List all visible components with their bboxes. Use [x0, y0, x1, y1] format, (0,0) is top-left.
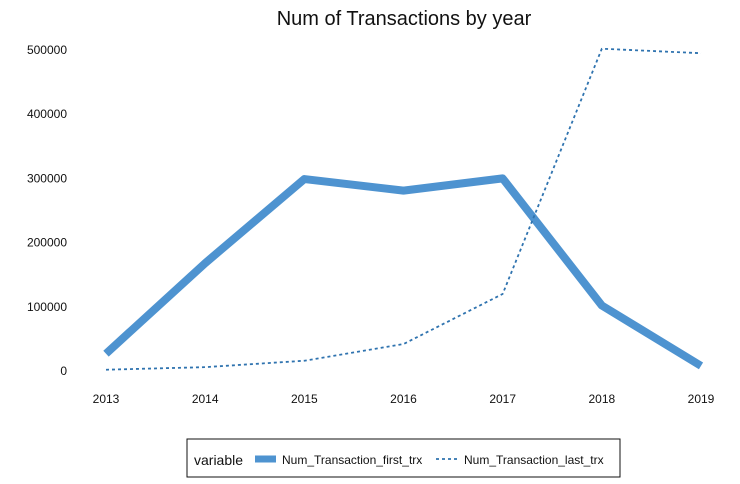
y-axis: 0 100000 200000 300000 400000 500000 — [27, 43, 67, 378]
legend: variable Num_Transaction_first_trx Num_T… — [186, 438, 621, 478]
y-tick-label: 300000 — [27, 171, 67, 185]
x-tick-label: 2015 — [291, 392, 318, 406]
y-tick-label: 500000 — [27, 43, 67, 57]
chart-title: Num of Transactions by year — [277, 8, 532, 30]
y-tick-label: 400000 — [27, 107, 67, 121]
legend-label-last-trx: Num_Transaction_last_trx — [464, 453, 604, 467]
series-line-last-trx — [105, 47, 702, 371]
x-tick-label: 2018 — [588, 392, 615, 406]
legend-label-first-trx: Num_Transaction_first_trx — [282, 453, 422, 467]
series-line-first-trx — [103, 174, 704, 370]
y-tick-label: 200000 — [27, 236, 67, 250]
x-tick-label: 2019 — [688, 392, 715, 406]
series-group — [103, 47, 704, 371]
plot-area: 0 100000 200000 300000 400000 500000 2013 2014… — [27, 43, 715, 406]
y-tick-label: 100000 — [27, 300, 67, 314]
x-tick-label: 2017 — [489, 392, 516, 406]
x-axis: 2013 2014 2015 2016 2017 2018 2019 — [93, 392, 715, 406]
y-tick-label: 0 — [60, 364, 67, 378]
x-tick-label: 2016 — [390, 392, 417, 406]
x-tick-label: 2014 — [192, 392, 219, 406]
x-tick-label: 2013 — [93, 392, 120, 406]
legend-title: variable — [194, 452, 243, 468]
